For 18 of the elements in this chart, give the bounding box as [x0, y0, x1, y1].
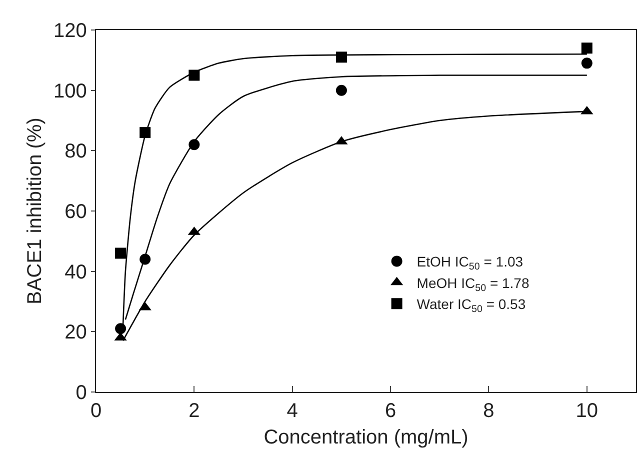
legend-label: MeOH IC$_{50}$ = 1.78: [416, 274, 530, 294]
legend-label: EtOH IC$_{50}$ = 1.03: [416, 254, 524, 273]
legend-label: Water IC$_{50}$ = 0.53: [416, 296, 526, 315]
y-tick-label: 100: [54, 80, 87, 102]
y-tick-label: 20: [64, 322, 87, 344]
x-tick-label: 2: [188, 400, 200, 422]
y-tick-label: 40: [64, 261, 87, 284]
x-tick-label: 4: [286, 400, 298, 422]
x-tick-label: 10: [576, 400, 598, 422]
y-tick-label: 60: [64, 201, 87, 223]
y-tick-label: 0: [76, 382, 87, 404]
y-tick-label: 80: [64, 140, 87, 163]
x-tick-label: 0: [90, 400, 102, 422]
x-axis-title: Concentration (mg/mL): [264, 426, 468, 449]
x-tick-label: 6: [384, 400, 396, 422]
y-axis-title: BACE1 inhibition (%): [24, 118, 46, 304]
y-tick-label: 120: [54, 20, 87, 42]
x-tick-label: 8: [483, 400, 494, 422]
